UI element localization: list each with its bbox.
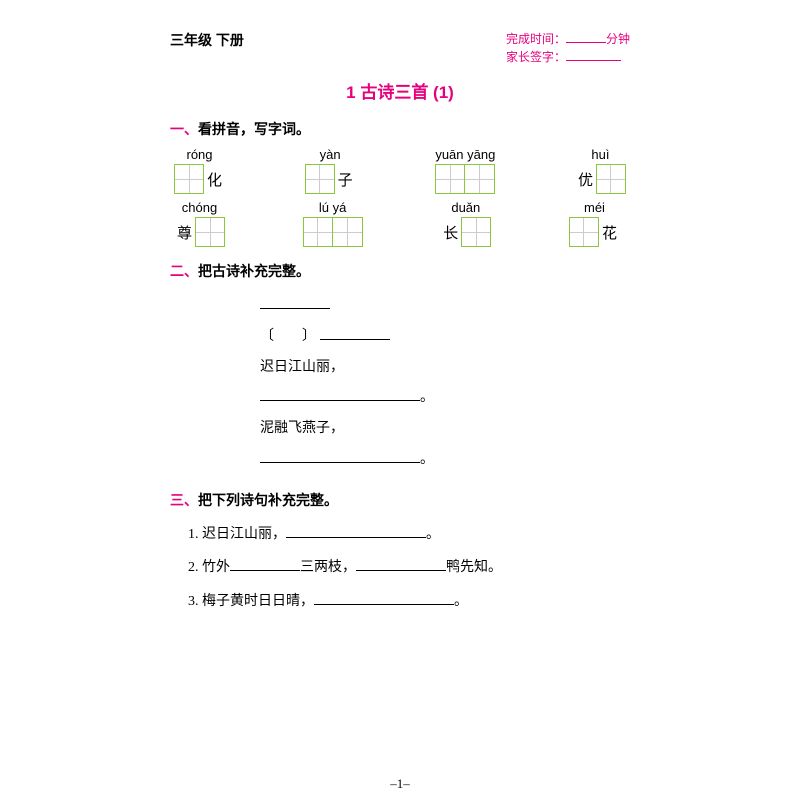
fill-blank[interactable]: [356, 559, 446, 571]
section-1-num: 一、: [170, 121, 198, 137]
poem-blank-row: 。: [260, 445, 630, 476]
char-suffix: 子: [338, 169, 353, 190]
box-line: [435, 164, 495, 194]
box-line: [303, 217, 363, 247]
poem-blank-row: 。: [260, 383, 630, 414]
pinyin-text: huì: [591, 147, 609, 162]
section-2-title: 把古诗补充完整。: [198, 263, 310, 279]
q3-3-a: 3. 梅子黄时日日晴，: [188, 594, 314, 609]
pinyin-item: chóng 尊: [174, 200, 225, 247]
page-header: 三年级 下册 完成时间： 分钟 家长签字：: [170, 30, 630, 66]
sign-row: 家长签字：: [506, 48, 630, 66]
char-prefix: 尊: [177, 222, 192, 243]
char-box[interactable]: [305, 164, 335, 194]
poem-author-row: 〔 〕: [260, 322, 630, 353]
time-label: 完成时间：: [506, 32, 566, 46]
pinyin-text: yuān yāng: [435, 147, 495, 162]
section-2-head: 二、把古诗补充完整。: [170, 261, 630, 281]
fill-blank[interactable]: [260, 297, 330, 309]
q3-1-pre: 1. 迟日江山丽，: [188, 527, 286, 542]
char-prefix: 长: [443, 222, 458, 243]
pinyin-item: méi 花: [569, 200, 620, 247]
char-box[interactable]: [303, 217, 333, 247]
q3-2-a: 2. 竹外: [188, 560, 230, 575]
time-row: 完成时间： 分钟: [506, 30, 630, 48]
grade-label: 三年级 下册: [170, 30, 244, 50]
section-1-head: 一、看拼音，写字词。: [170, 119, 630, 139]
char-suffix: 花: [602, 222, 617, 243]
char-box[interactable]: [195, 217, 225, 247]
fill-blank[interactable]: [260, 389, 420, 401]
page-title: 1 古诗三首 (1): [170, 78, 630, 103]
q3-1-post: 。: [426, 527, 440, 542]
char-box[interactable]: [461, 217, 491, 247]
poem-line-1: 迟日江山丽，: [260, 353, 630, 384]
q3-2: 2. 竹外 三两枝， 鸭先知。: [188, 551, 630, 585]
bracket-r: 〕: [302, 329, 316, 344]
pinyin-item: lú yá: [303, 200, 363, 247]
q3-3-b: 。: [454, 594, 468, 609]
char-box[interactable]: [569, 217, 599, 247]
section-3-head: 三、把下列诗句补充完整。: [170, 490, 630, 510]
box-line: 子: [305, 164, 356, 194]
char-box[interactable]: [596, 164, 626, 194]
sign-label: 家长签字：: [506, 50, 566, 64]
pinyin-item: duǎn 长: [440, 200, 491, 247]
q3-3: 3. 梅子黄时日日晴， 。: [188, 585, 630, 619]
section-3-body: 1. 迟日江山丽， 。 2. 竹外 三两枝， 鸭先知。 3. 梅子黄时日日晴， 。: [188, 518, 630, 619]
pinyin-item: huì 优: [575, 147, 626, 194]
section-3-title: 把下列诗句补充完整。: [198, 492, 338, 508]
period: 。: [420, 390, 434, 405]
section-1-title: 看拼音，写字词。: [198, 121, 310, 137]
char-box[interactable]: [435, 164, 465, 194]
pinyin-item: róng 化: [174, 147, 225, 194]
page-number: –1–: [0, 776, 800, 792]
q3-2-b: 三两枝，: [300, 560, 356, 575]
time-blank[interactable]: [566, 31, 606, 43]
section-2-num: 二、: [170, 263, 198, 279]
fill-blank[interactable]: [286, 526, 426, 538]
fill-blank[interactable]: [320, 328, 390, 340]
pinyin-text: méi: [584, 200, 605, 215]
poem-title-blank-row: [260, 291, 630, 322]
char-box[interactable]: [465, 164, 495, 194]
q3-1: 1. 迟日江山丽， 。: [188, 518, 630, 552]
signoff-block: 完成时间： 分钟 家长签字：: [506, 30, 630, 66]
period: 。: [420, 452, 434, 467]
pinyin-item: yàn 子: [305, 147, 356, 194]
poem-block: 〔 〕 迟日江山丽， 。 泥融飞燕子， 。: [260, 291, 630, 476]
fill-blank[interactable]: [314, 593, 454, 605]
char-box[interactable]: [174, 164, 204, 194]
bracket-l: 〔: [260, 329, 274, 344]
fill-blank[interactable]: [230, 559, 300, 571]
box-line: 优: [575, 164, 626, 194]
q3-2-c: 鸭先知。: [446, 560, 502, 575]
pinyin-text: yàn: [320, 147, 341, 162]
char-suffix: 化: [207, 169, 222, 190]
sign-blank[interactable]: [566, 49, 621, 61]
pinyin-text: lú yá: [319, 200, 346, 215]
box-line: 化: [174, 164, 225, 194]
char-box[interactable]: [333, 217, 363, 247]
box-line: 花: [569, 217, 620, 247]
pinyin-row-2: chóng 尊 lú yá duǎn 长 méi 花: [170, 200, 630, 247]
box-line: 尊: [174, 217, 225, 247]
poem-line-2: 泥融飞燕子，: [260, 414, 630, 445]
pinyin-row-1: róng 化 yàn 子 yuān yāng huì 优: [170, 147, 630, 194]
pinyin-item: yuān yāng: [435, 147, 495, 194]
pinyin-text: duǎn: [451, 200, 480, 215]
pinyin-text: róng: [186, 147, 212, 162]
fill-blank[interactable]: [260, 451, 420, 463]
box-line: 长: [440, 217, 491, 247]
time-unit: 分钟: [606, 32, 630, 46]
char-prefix: 优: [578, 169, 593, 190]
pinyin-text: chóng: [182, 200, 217, 215]
section-3-num: 三、: [170, 492, 198, 508]
